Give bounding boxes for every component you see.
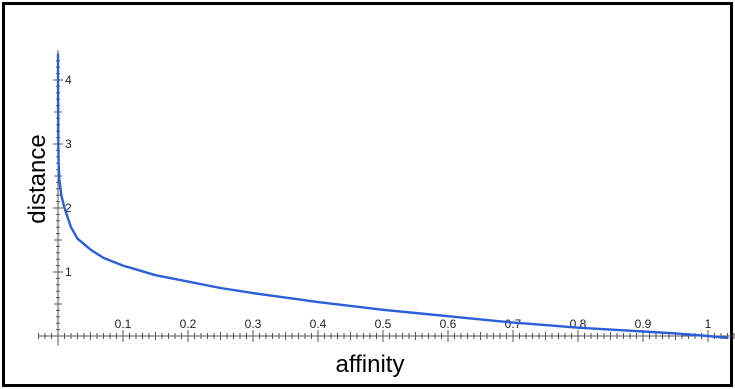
series-group [56, 53, 729, 340]
series-line [56, 53, 729, 340]
y-axis-label: distance [24, 134, 51, 224]
x-tick-label: 1 [705, 317, 712, 331]
y-tick-label: 1 [65, 265, 72, 279]
x-tick-label: 0.6 [440, 317, 457, 331]
x-tick-label: 0.7 [505, 317, 522, 331]
x-tick-label: 0.2 [180, 317, 197, 331]
x-tick-label: 0.3 [245, 317, 262, 331]
x-tick-label: 0.4 [310, 317, 327, 331]
y-tick-label: 3 [65, 137, 72, 151]
x-axis-label: affinity [335, 351, 405, 378]
axes [38, 50, 734, 346]
x-tick-label: 0.9 [635, 317, 652, 331]
x-tick-label: 0.5 [375, 317, 392, 331]
y-tick-label: 2 [65, 201, 72, 215]
x-tick-label: 0.1 [115, 317, 132, 331]
y-tick-label: 4 [65, 73, 72, 87]
